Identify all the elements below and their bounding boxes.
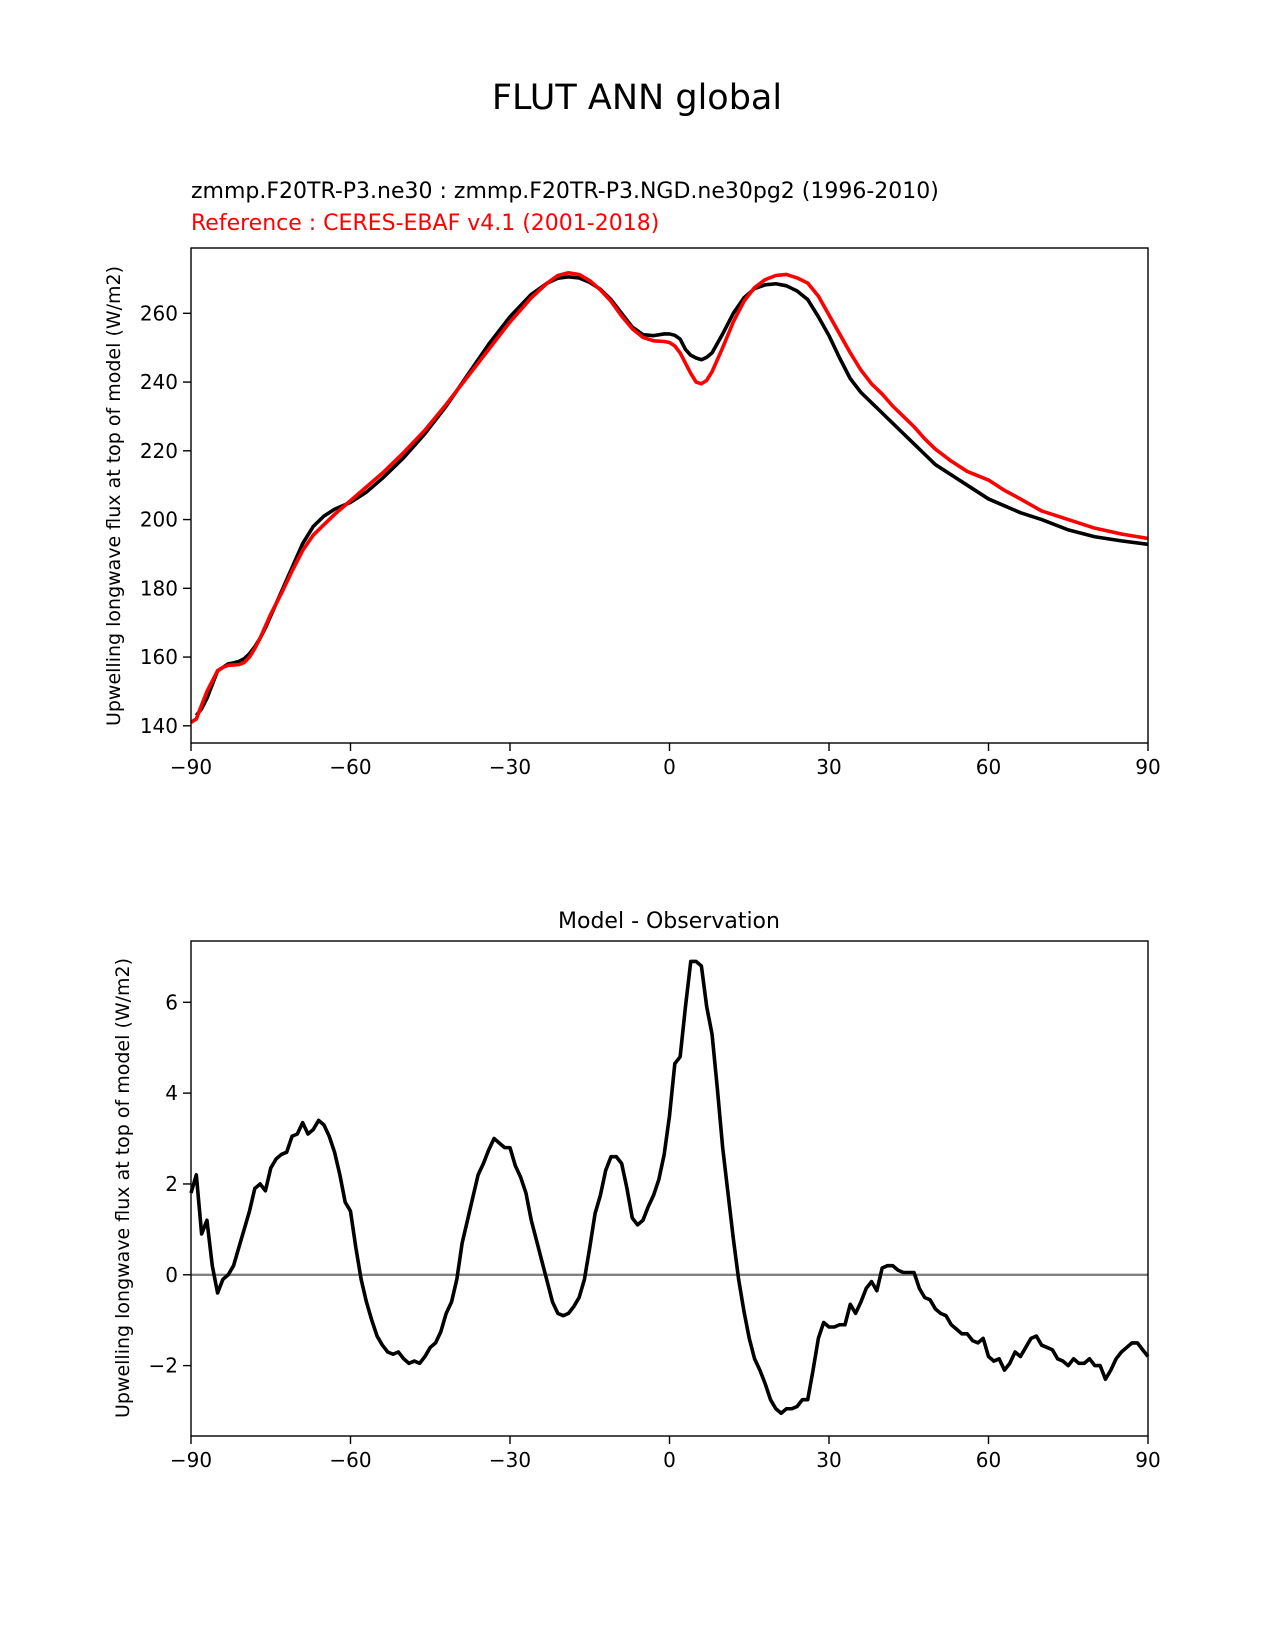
- bottom-y-tick-label: 4: [165, 1081, 178, 1105]
- top-x-tick-label: 0: [663, 755, 676, 779]
- bottom-panel-title: Model - Observation: [558, 909, 780, 934]
- bottom-x-tick-label: 0: [663, 1448, 676, 1472]
- top-x-tick-label: −60: [329, 755, 371, 779]
- top-panel: zmmp.F20TR-P3.ne30 : zmmp.F20TR-P3.NGD.n…: [103, 179, 1161, 779]
- figure-title: FLUT ANN global: [492, 78, 782, 118]
- bottom-y-axis: −2 0 2 4 6: [149, 990, 191, 1378]
- top-x-tick-label: −30: [489, 755, 531, 779]
- top-x-tick-label: 90: [1135, 755, 1160, 779]
- top-x-tick-label: 30: [816, 755, 841, 779]
- top-panel-title-line1: zmmp.F20TR-P3.ne30 : zmmp.F20TR-P3.NGD.n…: [191, 179, 939, 204]
- top-x-tick-label: −90: [170, 755, 212, 779]
- top-series-layer: [190, 270, 1149, 724]
- bottom-y-tick-label: 6: [165, 990, 178, 1014]
- bottom-y-tick-label: 0: [165, 1263, 178, 1287]
- top-y-axis-label: Upwelling longwave flux at top of model …: [103, 266, 125, 726]
- top-y-tick-label: 260: [140, 301, 178, 325]
- bottom-x-tick-label: 60: [976, 1448, 1001, 1472]
- top-y-tick-label: 200: [140, 508, 178, 532]
- bottom-x-tick-label: −30: [489, 1448, 531, 1472]
- top-x-tick-label: 60: [976, 755, 1001, 779]
- top-y-tick-label: 220: [140, 439, 178, 463]
- bottom-series-line-model: [189, 959, 1150, 1416]
- bottom-y-axis-label: Upwelling longwave flux at top of model …: [112, 958, 134, 1418]
- top-y-tick-label: 140: [140, 714, 178, 738]
- top-y-tick-label: 240: [140, 370, 178, 394]
- bottom-y-tick-label: −2: [149, 1354, 178, 1378]
- bottom-x-tick-label: −90: [170, 1448, 212, 1472]
- bottom-x-axis: −90 −60 −30 0 30 60 90: [170, 1436, 1161, 1472]
- bottom-x-tick-label: 90: [1135, 1448, 1160, 1472]
- top-y-tick-label: 180: [140, 576, 178, 600]
- bottom-x-tick-label: 30: [816, 1448, 841, 1472]
- bottom-x-tick-label: −60: [329, 1448, 371, 1472]
- bottom-y-tick-label: 2: [165, 1172, 178, 1196]
- top-series-line-reference: [190, 270, 1149, 724]
- top-y-tick-label: 160: [140, 645, 178, 669]
- top-y-axis: 140 160 180 200 220 240 260: [140, 301, 191, 738]
- bottom-series-layer: [189, 959, 1150, 1416]
- top-panel-title-line2: Reference : CERES-EBAF v4.1 (2001-2018): [191, 211, 659, 236]
- bottom-panel: Model - Observation −90 −60 −30 0 30 60 90 −2 0…: [112, 909, 1161, 1472]
- top-x-axis: −90 −60 −30 0 30 60 90: [170, 743, 1161, 779]
